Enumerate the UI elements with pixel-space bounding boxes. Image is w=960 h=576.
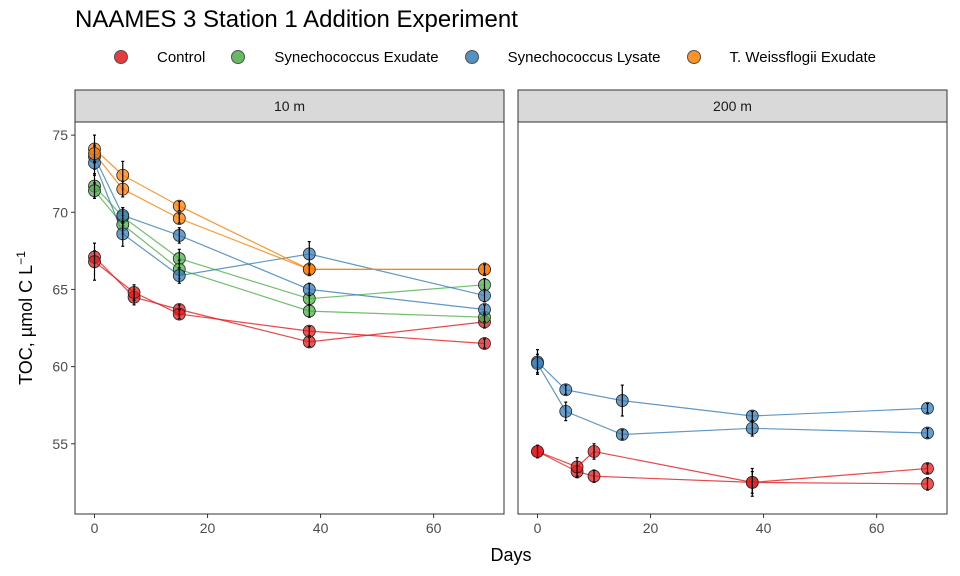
legend-key-control (114, 50, 128, 64)
panel-10-m: 10 m 0 20 40 60 55 60 65 70 75 (52, 89, 505, 536)
legend-item-control: Control (114, 49, 205, 66)
series-line-synechococcus-lysate (536, 363, 928, 436)
panel-border (517, 121, 948, 515)
x-tick-label: 20 (643, 520, 659, 536)
y-tick-label: 55 (52, 436, 68, 452)
series-line-synechococcus-exudate (94, 190, 485, 318)
legend-label-t-weissflogii-exudate: T. Weissflogii Exudate (729, 48, 876, 66)
series-line-t-weissflogii-exudate (94, 153, 485, 270)
legend-label-control: Control (157, 48, 206, 66)
legend-label-synechococcus-exudate: Synechococcus Exudate (274, 48, 439, 66)
y-axis-title: TOC, µmol C L−1 (14, 251, 36, 385)
x-tick-label: 0 (91, 520, 99, 536)
panel-border (74, 121, 505, 515)
facet-label: 200 m (713, 98, 752, 114)
x-axis-title: Days (490, 545, 531, 565)
legend-label-synechococcus-lysate: Synechococcus Lysate (507, 48, 661, 66)
x-tick-label: 60 (869, 520, 885, 536)
panel-200-m: 200 m 0 20 40 60 (517, 89, 948, 536)
y-axis-title-superscript: −1 (14, 251, 28, 265)
y-tick-label: 70 (52, 204, 68, 220)
y-tick-label: 60 (52, 359, 68, 375)
legend-item-synechococcus-lysate: Synechococcus Lysate (464, 48, 661, 66)
legend-item-t-weissflogii-exudate: T. Weissflogii Exudate (686, 48, 876, 66)
x-tick-label: 40 (313, 520, 329, 536)
legend-key-t-weissflogii-exudate (686, 50, 701, 64)
chart-title: NAAMES 3 Station 1 Addition Experiment (75, 6, 518, 33)
x-tick-label: 20 (200, 520, 216, 536)
legend-key-synechococcus-exudate (231, 50, 246, 64)
facet-label: 10 m (274, 98, 305, 114)
legend-key-synechococcus-lysate (464, 50, 479, 64)
x-tick-label: 0 (534, 520, 542, 536)
x-tick-label: 60 (426, 520, 442, 536)
y-axis-title-main: TOC, µmol C L (16, 265, 36, 385)
series-line-synechococcus-lysate (93, 156, 485, 311)
series-line-synechococcus-lysate (537, 361, 928, 417)
legend: Control Synechococcus Exudate Synechococ… (114, 46, 902, 68)
y-tick-label: 65 (52, 281, 68, 297)
series-line-t-weissflogii-exudate (94, 148, 485, 270)
series-line-synechococcus-lysate (93, 162, 485, 297)
facet-strip (517, 89, 948, 123)
y-tick-label: 75 (52, 127, 68, 143)
legend-item-synechococcus-exudate: Synechococcus Exudate (231, 48, 439, 66)
facet-strip (74, 89, 505, 123)
x-tick-label: 40 (756, 520, 772, 536)
